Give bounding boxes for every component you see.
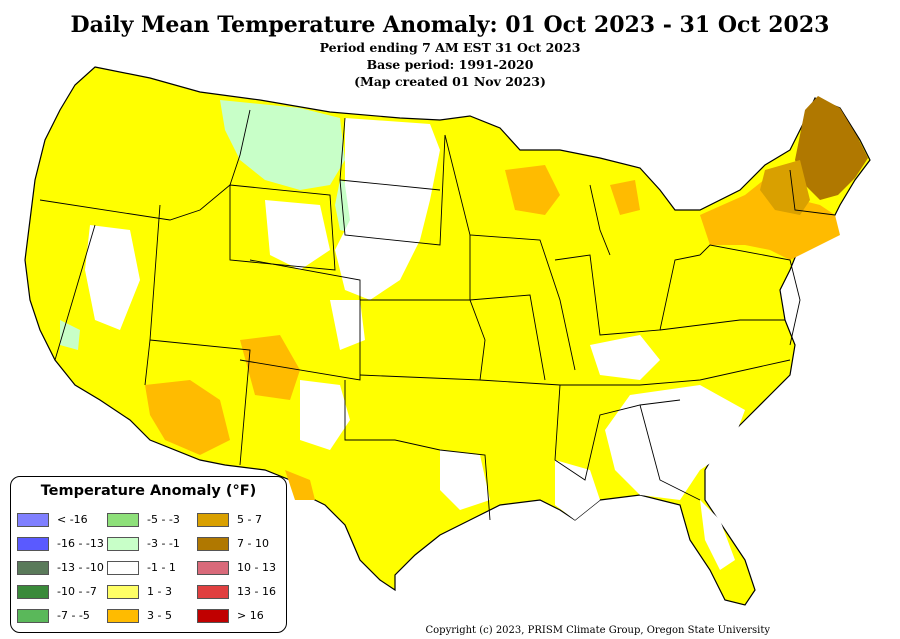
legend-item: > 16 <box>197 609 287 623</box>
border-mtn-2 <box>239 259 361 381</box>
maine-hot-patch <box>795 96 868 200</box>
legend-label: < -16 <box>57 513 88 526</box>
nm-neutral-patch <box>330 300 365 350</box>
legend-swatch <box>17 561 49 575</box>
arizona-warm-patch <box>145 380 230 455</box>
legend-label: 3 - 5 <box>147 609 172 622</box>
border-mtn-1 <box>229 184 336 271</box>
legend-label: -7 - -5 <box>57 609 90 622</box>
legend-label: -13 - -10 <box>57 561 104 574</box>
legend-swatch <box>17 585 49 599</box>
legend-swatch <box>197 537 229 551</box>
legend-item: -3 - -1 <box>107 537 197 551</box>
southeast-neutral-patch <box>605 385 745 500</box>
border-midwest-3 <box>554 254 701 336</box>
ohio-valley-neutral-patch <box>590 335 660 380</box>
legend-item: -5 - -3 <box>107 513 197 527</box>
border-east-2 <box>659 319 785 331</box>
legend-item: -7 - -5 <box>17 609 107 623</box>
dakotas-neutral-patch <box>335 118 440 300</box>
legend-label: -3 - -1 <box>147 537 180 550</box>
border-lakes <box>589 184 611 256</box>
legend-swatch <box>17 609 49 623</box>
border-plains-2 <box>339 179 441 191</box>
border-south-1 <box>479 359 791 386</box>
legend-label: -1 - 1 <box>147 561 176 574</box>
legend-swatch <box>197 513 229 527</box>
montana-cool-patch <box>220 100 345 190</box>
legend-item: -16 - -13 <box>17 537 107 551</box>
legend-label: 1 - 3 <box>147 585 172 598</box>
border-south-3 <box>639 404 701 501</box>
legend-item: -1 - 1 <box>107 561 197 575</box>
new-england-hot-patch <box>760 160 810 215</box>
florida-neutral-patch <box>700 500 735 570</box>
legend-item: 3 - 5 <box>107 609 197 623</box>
legend-item: -13 - -10 <box>17 561 107 575</box>
legend-label: -16 - -13 <box>57 537 104 550</box>
wisconsin-warm-patch <box>505 165 560 215</box>
border-west-1 <box>39 109 251 221</box>
map-title: Daily Mean Temperature Anomaly: 01 Oct 2… <box>70 12 830 38</box>
texas-east-neutral-patch <box>440 450 490 510</box>
copyright: Copyright (c) 2023, PRISM Climate Group,… <box>425 625 771 636</box>
legend-label: -5 - -3 <box>147 513 180 526</box>
border-midwest-1 <box>444 134 576 371</box>
border-midwest-2 <box>469 235 546 381</box>
legend: Temperature Anomaly (°F) < -16 -16 - -13 -… <box>10 476 287 633</box>
legend-swatch <box>107 513 139 527</box>
border-plains-1 <box>339 117 446 246</box>
legend-swatch <box>107 561 139 575</box>
legend-swatch <box>17 513 49 527</box>
legend-item: 10 - 13 <box>197 561 287 575</box>
legend-item: 7 - 10 <box>197 537 287 551</box>
border-east-1 <box>699 244 801 346</box>
legend-title: Temperature Anomaly (°F) <box>40 483 257 499</box>
hot-patches <box>760 96 868 215</box>
legend-item: 1 - 3 <box>107 585 197 599</box>
period-line: Period ending 7 AM EST 31 Oct 2023 <box>319 40 581 55</box>
texas-west-neutral-patch <box>300 380 350 450</box>
legend-item: -10 - -7 <box>17 585 107 599</box>
neutral-patches <box>85 118 745 570</box>
legend-swatch <box>107 609 139 623</box>
legend-swatch <box>107 585 139 599</box>
legend-label: 5 - 7 <box>237 513 262 526</box>
legend-label: -10 - -7 <box>57 585 97 598</box>
map-created-line: (Map created 01 Nov 2023) <box>354 74 546 89</box>
nevada-neutral-patch <box>85 225 140 330</box>
legend-label: 10 - 13 <box>237 561 276 574</box>
legend-label: > 16 <box>237 609 264 622</box>
legend-item: 5 - 7 <box>197 513 287 527</box>
legend-swatch <box>17 537 49 551</box>
legend-swatch <box>107 537 139 551</box>
legend-swatch <box>197 585 229 599</box>
michigan-warm-patch <box>610 180 640 215</box>
legend-swatch <box>197 561 229 575</box>
legend-item: 13 - 16 <box>197 585 287 599</box>
border-south-2 <box>554 384 681 481</box>
warm-patches <box>145 165 840 500</box>
legend-swatch <box>197 609 229 623</box>
border-west-2 <box>54 224 96 361</box>
border-ne-1 <box>789 169 836 216</box>
base-period-line: Base period: 1991-2020 <box>366 57 534 72</box>
northeast-warm-patch <box>700 170 840 260</box>
louisiana-neutral-patch <box>555 460 600 520</box>
border-plains-3 <box>359 299 486 381</box>
legend-label: 7 - 10 <box>237 537 269 550</box>
state-borders <box>39 109 836 521</box>
legend-label: 13 - 16 <box>237 585 276 598</box>
border-texas <box>344 380 491 521</box>
new-mexico-warm-patch <box>240 335 300 400</box>
border-west-4 <box>149 339 251 466</box>
wyoming-neutral-patch <box>265 200 330 270</box>
legend-item: < -16 <box>17 513 107 527</box>
texas-bigbend-warm-patch <box>285 470 315 500</box>
